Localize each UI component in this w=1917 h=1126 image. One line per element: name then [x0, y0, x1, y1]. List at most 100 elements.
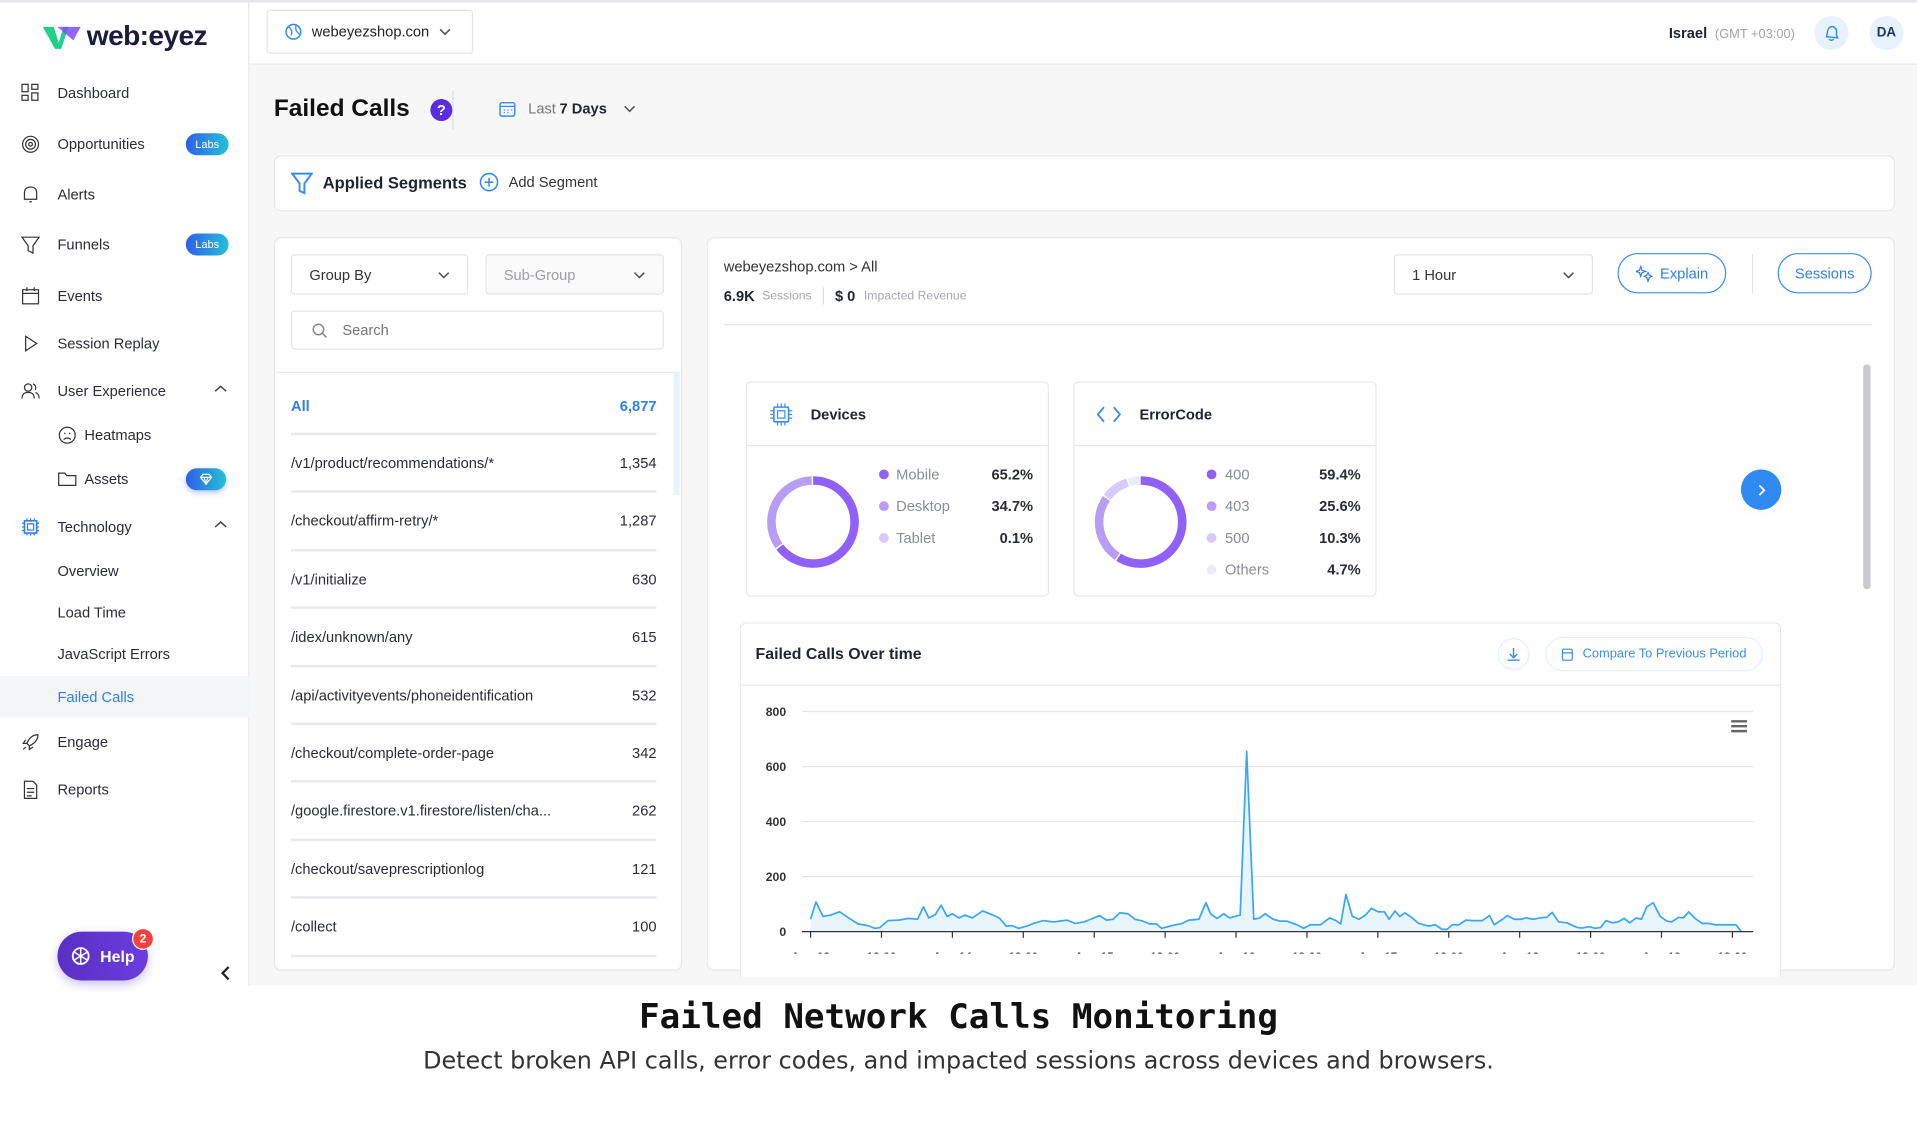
sidebar-item-user-experience[interactable]: User Experience [0, 373, 249, 410]
sidebar-item-failed-calls[interactable]: Failed Calls [0, 676, 250, 718]
timezone-offset: (GMT +03:00) [1714, 26, 1795, 42]
play-icon [25, 335, 38, 353]
group-list-item[interactable]: /checkout/complete-order-page 342 [290, 725, 657, 783]
group-list-item[interactable]: /google.firestore.v1.firestore/listen/ch… [290, 783, 657, 841]
endpoint-name: /checkout/complete-order-page [290, 744, 495, 762]
rocket-icon [22, 734, 39, 751]
search-icon [312, 322, 327, 338]
sidebar-item-engage[interactable]: Engage [0, 724, 249, 761]
collapse-sidebar-icon[interactable] [219, 965, 234, 982]
sidebar-item-label: Session Replay [57, 334, 160, 353]
donut-slice-tablet[interactable] [767, 476, 859, 568]
sub-group-dropdown[interactable]: Sub-Group [485, 254, 664, 295]
y-tick-label: 200 [766, 870, 787, 884]
chevron-up-icon[interactable] [214, 384, 227, 394]
group-list-item[interactable]: /api/activityevents/phoneidentification 5… [290, 668, 657, 725]
breakdown-card-devices: Devices Mobile 65.2% Desktop 34.7% Tablet 0.1% [745, 381, 1049, 597]
detail-scrollbar[interactable] [1863, 364, 1871, 590]
legend-percent: 10.3% [1319, 529, 1361, 547]
sidebar-item-label: Technology [57, 518, 132, 536]
x-tick-label: Aug 17 [1358, 951, 1397, 954]
donut-slice-400[interactable] [1094, 476, 1187, 568]
explain-button[interactable]: Explain [1617, 253, 1727, 294]
sidebar-item-reports[interactable]: Reports [0, 771, 249, 808]
sidebar-item-session-replay[interactable]: Session Replay [0, 325, 249, 362]
search-input[interactable] [339, 320, 639, 340]
sidebar-item-overview[interactable]: Overview [0, 553, 249, 590]
summary-stats: 6.9K Sessions $ 0 Impacted Revenue [724, 287, 967, 305]
sessions-button[interactable]: Sessions [1777, 253, 1872, 294]
chart-menu-icon[interactable] [1730, 719, 1748, 734]
group-list-item[interactable]: /collect 100 [290, 899, 657, 957]
x-tick-label: 12:00 [1150, 951, 1180, 954]
sidebar-item-dashboard[interactable]: Dashboard [0, 75, 249, 112]
sidebar: web:eyez Dashboard Opportunities Labs Alert… [0, 0, 250, 986]
chevron-down-icon [624, 105, 636, 113]
endpoint-name: /collect [290, 918, 337, 936]
sidebar-item-events[interactable]: Events [0, 278, 249, 315]
chevron-up-icon[interactable] [214, 520, 227, 530]
group-list-item[interactable]: /idex/unknown/any 615 [290, 610, 657, 668]
sidebar-item-label: Reports [57, 781, 109, 799]
endpoint-count: 342 [632, 744, 657, 762]
bell-icon [23, 186, 38, 203]
search-box[interactable] [290, 310, 664, 350]
sidebar-item-heatmaps[interactable]: Heatmaps [0, 417, 249, 454]
donut-slice-desktop[interactable] [767, 476, 859, 568]
group-list-item[interactable]: /v1/product/recommendations/* 1,354 [290, 436, 657, 494]
globe-icon [285, 23, 302, 40]
legend-dot [879, 501, 889, 512]
sidebar-item-label: Overview [57, 562, 119, 580]
list-scrollbar[interactable] [673, 372, 680, 496]
sidebar-item-load-time[interactable]: Load Time [0, 594, 249, 631]
group-list-item[interactable]: All 6,877 [290, 378, 657, 436]
help-label: Help [100, 946, 135, 966]
legend-label: Mobile [896, 465, 940, 483]
group-list-panel [273, 237, 683, 971]
sidebar-item-label: Dashboard [57, 84, 130, 102]
sidebar-item-label: Events [57, 287, 103, 305]
user-avatar[interactable]: DA [1869, 15, 1904, 51]
x-tick-label: Aug 19 [1642, 951, 1681, 954]
group-list-item[interactable]: /v1/initialize 630 [290, 552, 657, 610]
sidebar-item-label: Opportunities [57, 135, 145, 153]
chevron-down-icon [439, 28, 451, 36]
sidebar-item-alerts[interactable]: Alerts [0, 176, 249, 213]
add-segment-button[interactable]: Add Segment [479, 172, 597, 192]
sidebar-item-label: Assets [84, 470, 129, 488]
download-button[interactable] [1497, 638, 1530, 670]
funnel-icon [20, 236, 41, 255]
chevron-down-icon [1563, 271, 1575, 279]
bell-icon [1825, 25, 1839, 42]
endpoint-count: 532 [632, 686, 657, 704]
page-title: Failed Calls [273, 95, 410, 123]
donut-slice-403[interactable] [1094, 476, 1187, 568]
sidebar-item-javascript-errors[interactable]: JavaScript Errors [0, 636, 249, 673]
interval-dropdown[interactable]: 1 Hour [1393, 254, 1594, 295]
site-selector[interactable]: webeyezshop.con [266, 9, 474, 54]
brand-logo[interactable]: web:eyez [42, 20, 208, 53]
date-range-picker[interactable]: Last 7 Days [499, 100, 636, 117]
chevron-down-icon [633, 271, 645, 279]
endpoint-name: All [290, 396, 310, 414]
timezone-display[interactable]: Israel (GMT +03:00) [1669, 24, 1795, 41]
x-tick-label: 12:00 [1434, 951, 1464, 954]
sidebar-item-technology[interactable]: Technology [0, 509, 249, 546]
logo-icon [42, 26, 81, 49]
sidebar-item-funnels[interactable]: Funnels Labs [0, 226, 249, 263]
group-by-dropdown[interactable]: Group By [290, 254, 469, 295]
group-list-item[interactable]: /checkout/affirm-retry/* 1,287 [290, 494, 657, 552]
interval-value: 1 Hour [1412, 265, 1457, 284]
help-icon[interactable]: ? [430, 99, 453, 122]
next-breakdown-button[interactable] [1740, 469, 1782, 510]
add-segment-label: Add Segment [508, 173, 598, 191]
help-globe-icon [71, 947, 90, 965]
notifications-button[interactable] [1814, 15, 1849, 51]
endpoint-count: 1,354 [619, 454, 657, 472]
folder-icon [58, 472, 77, 486]
group-list-item[interactable]: /checkout/saveprescriptionlog 121 [290, 841, 657, 899]
compare-previous-period-button[interactable]: Compare To Previous Period [1545, 636, 1763, 672]
sidebar-item-assets[interactable]: Assets [0, 461, 249, 498]
divider [275, 371, 681, 373]
sidebar-item-opportunities[interactable]: Opportunities Labs [0, 126, 249, 163]
